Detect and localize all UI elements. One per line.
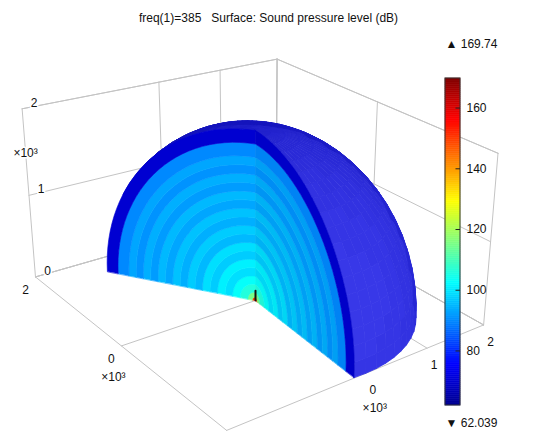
- svg-text:0: 0: [44, 264, 51, 278]
- svg-text:2: 2: [22, 283, 29, 297]
- svg-text:▼ 62.039: ▼ 62.039: [446, 416, 498, 430]
- svg-text:▲ 169.74: ▲ 169.74: [446, 37, 498, 51]
- svg-text:freq(1)=385 Surface: Sound p: freq(1)=385 Surface: Sound pressure leve…: [139, 11, 398, 25]
- svg-text:×10³: ×10³: [363, 401, 387, 415]
- svg-text:80: 80: [467, 344, 481, 358]
- svg-text:160: 160: [467, 101, 487, 115]
- svg-text:1: 1: [38, 182, 45, 196]
- svg-text:×10³: ×10³: [13, 146, 37, 160]
- svg-text:1: 1: [431, 358, 438, 372]
- svg-text:100: 100: [467, 283, 487, 297]
- svg-text:×10³: ×10³: [101, 370, 125, 384]
- svg-text:0: 0: [369, 383, 376, 397]
- svg-text:140: 140: [467, 162, 487, 176]
- svg-text:0: 0: [108, 352, 115, 366]
- svg-text:120: 120: [467, 222, 487, 236]
- svg-text:2: 2: [487, 335, 494, 349]
- svg-text:2: 2: [31, 96, 38, 110]
